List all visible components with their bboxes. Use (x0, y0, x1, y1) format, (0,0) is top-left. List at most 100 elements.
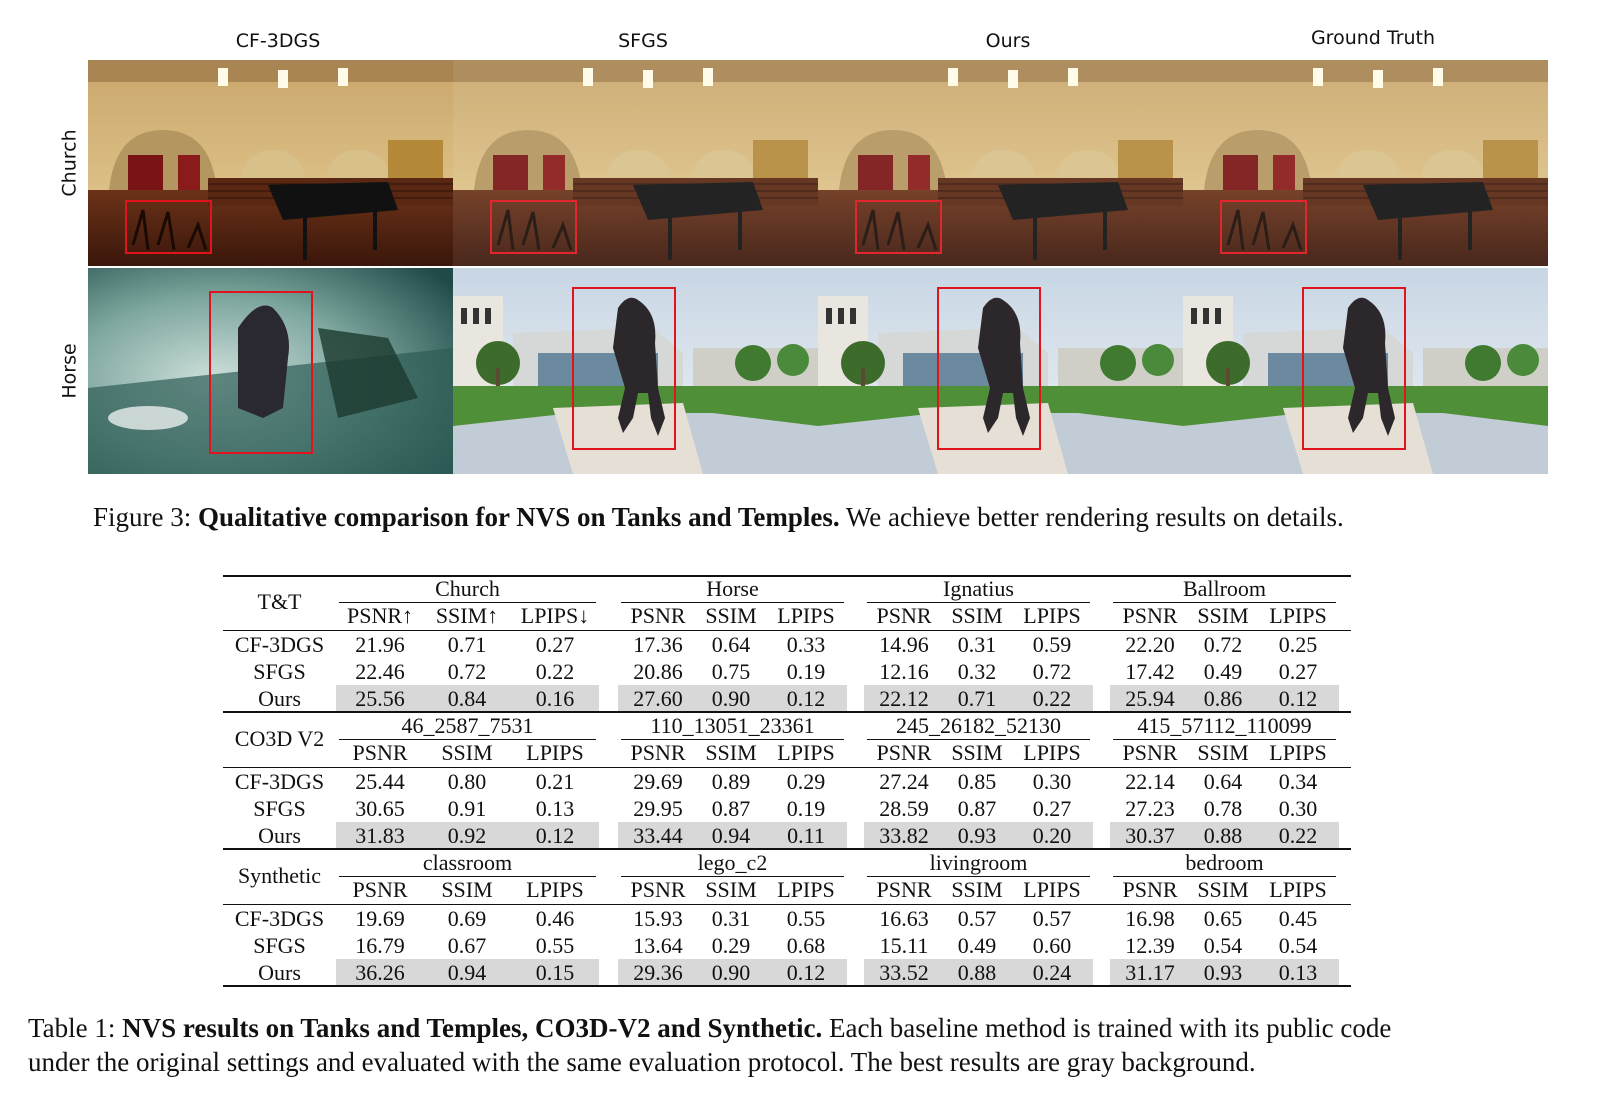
table-cell: 33.52 (879, 960, 929, 985)
table-cell: 0.72 (447, 659, 487, 684)
metric-header: SSIM↑ (435, 603, 499, 628)
table-cell: 33.82 (879, 823, 929, 848)
table-cell: 0.64 (1203, 769, 1243, 794)
metric-header: PSNR (352, 740, 408, 765)
metric-header: PSNR (876, 877, 932, 902)
group-header: 46_2587_7531 (401, 713, 534, 738)
group-header: Horse (706, 576, 759, 601)
figure-image-church-ground-truth (1183, 60, 1548, 266)
metric-header: SSIM (1197, 740, 1249, 765)
metric-header: LPIPS (1269, 877, 1327, 902)
table-cell: 0.32 (957, 659, 997, 684)
column-header-ours: Ours (985, 30, 1031, 52)
table-rule (621, 602, 844, 603)
table-rule (621, 876, 844, 877)
table-cell: 0.15 (535, 960, 575, 985)
table-rule (223, 985, 1351, 987)
method-name: CF-3DGS (234, 632, 325, 657)
metric-header: SSIM (705, 877, 757, 902)
table-cell: 0.90 (711, 960, 751, 985)
group-header: 110_13051_23361 (650, 713, 815, 738)
table-rule (223, 575, 1351, 577)
method-name: SFGS (253, 796, 306, 821)
table-cell: 0.29 (711, 933, 751, 958)
table-section-co3d-v2: CO3D V2 46_2587_7531 PSNR SSIM LPIPS 110_1305… (223, 712, 1351, 850)
table-cell: 22.46 (355, 659, 405, 684)
table-cell: 0.55 (535, 933, 575, 958)
metric-header: LPIPS (526, 877, 584, 902)
figure-caption: Figure 3: Qualitative comparison for NVS… (93, 502, 1344, 532)
table-rule (339, 739, 596, 740)
table-cell: 0.16 (535, 686, 575, 711)
table-cell: 0.24 (1032, 960, 1072, 985)
table-rule (1113, 602, 1336, 603)
table-cell: 19.69 (355, 906, 405, 931)
group-header: Ballroom (1182, 576, 1267, 601)
section-name: Synthetic (237, 863, 322, 888)
table-cell: 0.60 (1032, 933, 1072, 958)
table-cell: 0.49 (957, 933, 997, 958)
metric-header: SSIM (1197, 603, 1249, 628)
best-result-highlight (336, 685, 599, 712)
table-cell: 0.54 (1203, 933, 1243, 958)
table-rule (223, 630, 1351, 631)
table-cell: 0.94 (447, 960, 487, 985)
table-cell: 0.22 (1278, 823, 1318, 848)
table-section-synthetic: Synthetic classroom PSNR SSIM LPIPS lego_c2 PS… (223, 849, 1351, 987)
table-rule (621, 739, 844, 740)
table-cell: 0.25 (1278, 632, 1318, 657)
group-header: livingroom (929, 850, 1028, 875)
column-header-sfgs: SFGS (618, 30, 668, 52)
table-cell: 0.22 (535, 659, 575, 684)
figure-image-church-sfgs (453, 60, 818, 266)
table-cell: 0.93 (957, 823, 997, 848)
group-header: lego_c2 (697, 850, 768, 875)
table-cell: 0.20 (1032, 823, 1072, 848)
table-cell: 0.11 (787, 823, 825, 848)
table-rule (223, 711, 1351, 713)
table-cell: 0.13 (535, 796, 575, 821)
metric-header: SSIM (1197, 877, 1249, 902)
table-rule (1113, 739, 1336, 740)
section-name: CO3D V2 (234, 726, 325, 751)
table-cell: 16.98 (1125, 906, 1175, 931)
column-header-ground-truth: Ground Truth (1310, 27, 1436, 49)
table-rule (339, 876, 596, 877)
metric-header: SSIM (705, 603, 757, 628)
metric-header: PSNR (1122, 877, 1178, 902)
best-result-highlight (1110, 959, 1339, 986)
group-header: 245_26182_52130 (896, 713, 1061, 738)
table-rule (223, 767, 1351, 768)
table-cell: 0.46 (535, 906, 575, 931)
table-cell: 0.49 (1203, 659, 1243, 684)
section-name: T&T (257, 589, 302, 614)
table-cell: 36.26 (355, 960, 405, 985)
table-cell: 29.95 (633, 796, 683, 821)
metric-header: PSNR (876, 603, 932, 628)
table-cell: 27.60 (633, 686, 683, 711)
table-cell: 0.34 (1278, 769, 1318, 794)
metric-header: SSIM (705, 740, 757, 765)
table-cell: 0.55 (786, 906, 826, 931)
metric-header: LPIPS↓ (520, 603, 590, 628)
figure-image-horse-ground-truth (1183, 268, 1548, 474)
table-rule (223, 904, 1351, 905)
table-cell: 0.12 (535, 823, 575, 848)
table-cell: 21.96 (355, 632, 405, 657)
metric-header: PSNR (352, 877, 408, 902)
table-cell: 0.89 (711, 769, 751, 794)
best-result-highlight (618, 822, 847, 849)
table-cell: 0.22 (1032, 686, 1072, 711)
group-header: Church (435, 576, 500, 601)
table-cell: 27.23 (1125, 796, 1175, 821)
table-cell: 25.56 (355, 686, 405, 711)
table-cell: 17.42 (1125, 659, 1175, 684)
table-cell: 0.94 (711, 823, 751, 848)
table-cell: 0.13 (1278, 960, 1318, 985)
group-header: bedroom (1185, 850, 1264, 875)
table-cell: 0.30 (1032, 769, 1072, 794)
best-result-highlight (864, 959, 1093, 986)
row-label-horse: Horse (59, 343, 81, 399)
table-cell: 0.71 (447, 632, 487, 657)
table-cell: 0.91 (447, 796, 487, 821)
